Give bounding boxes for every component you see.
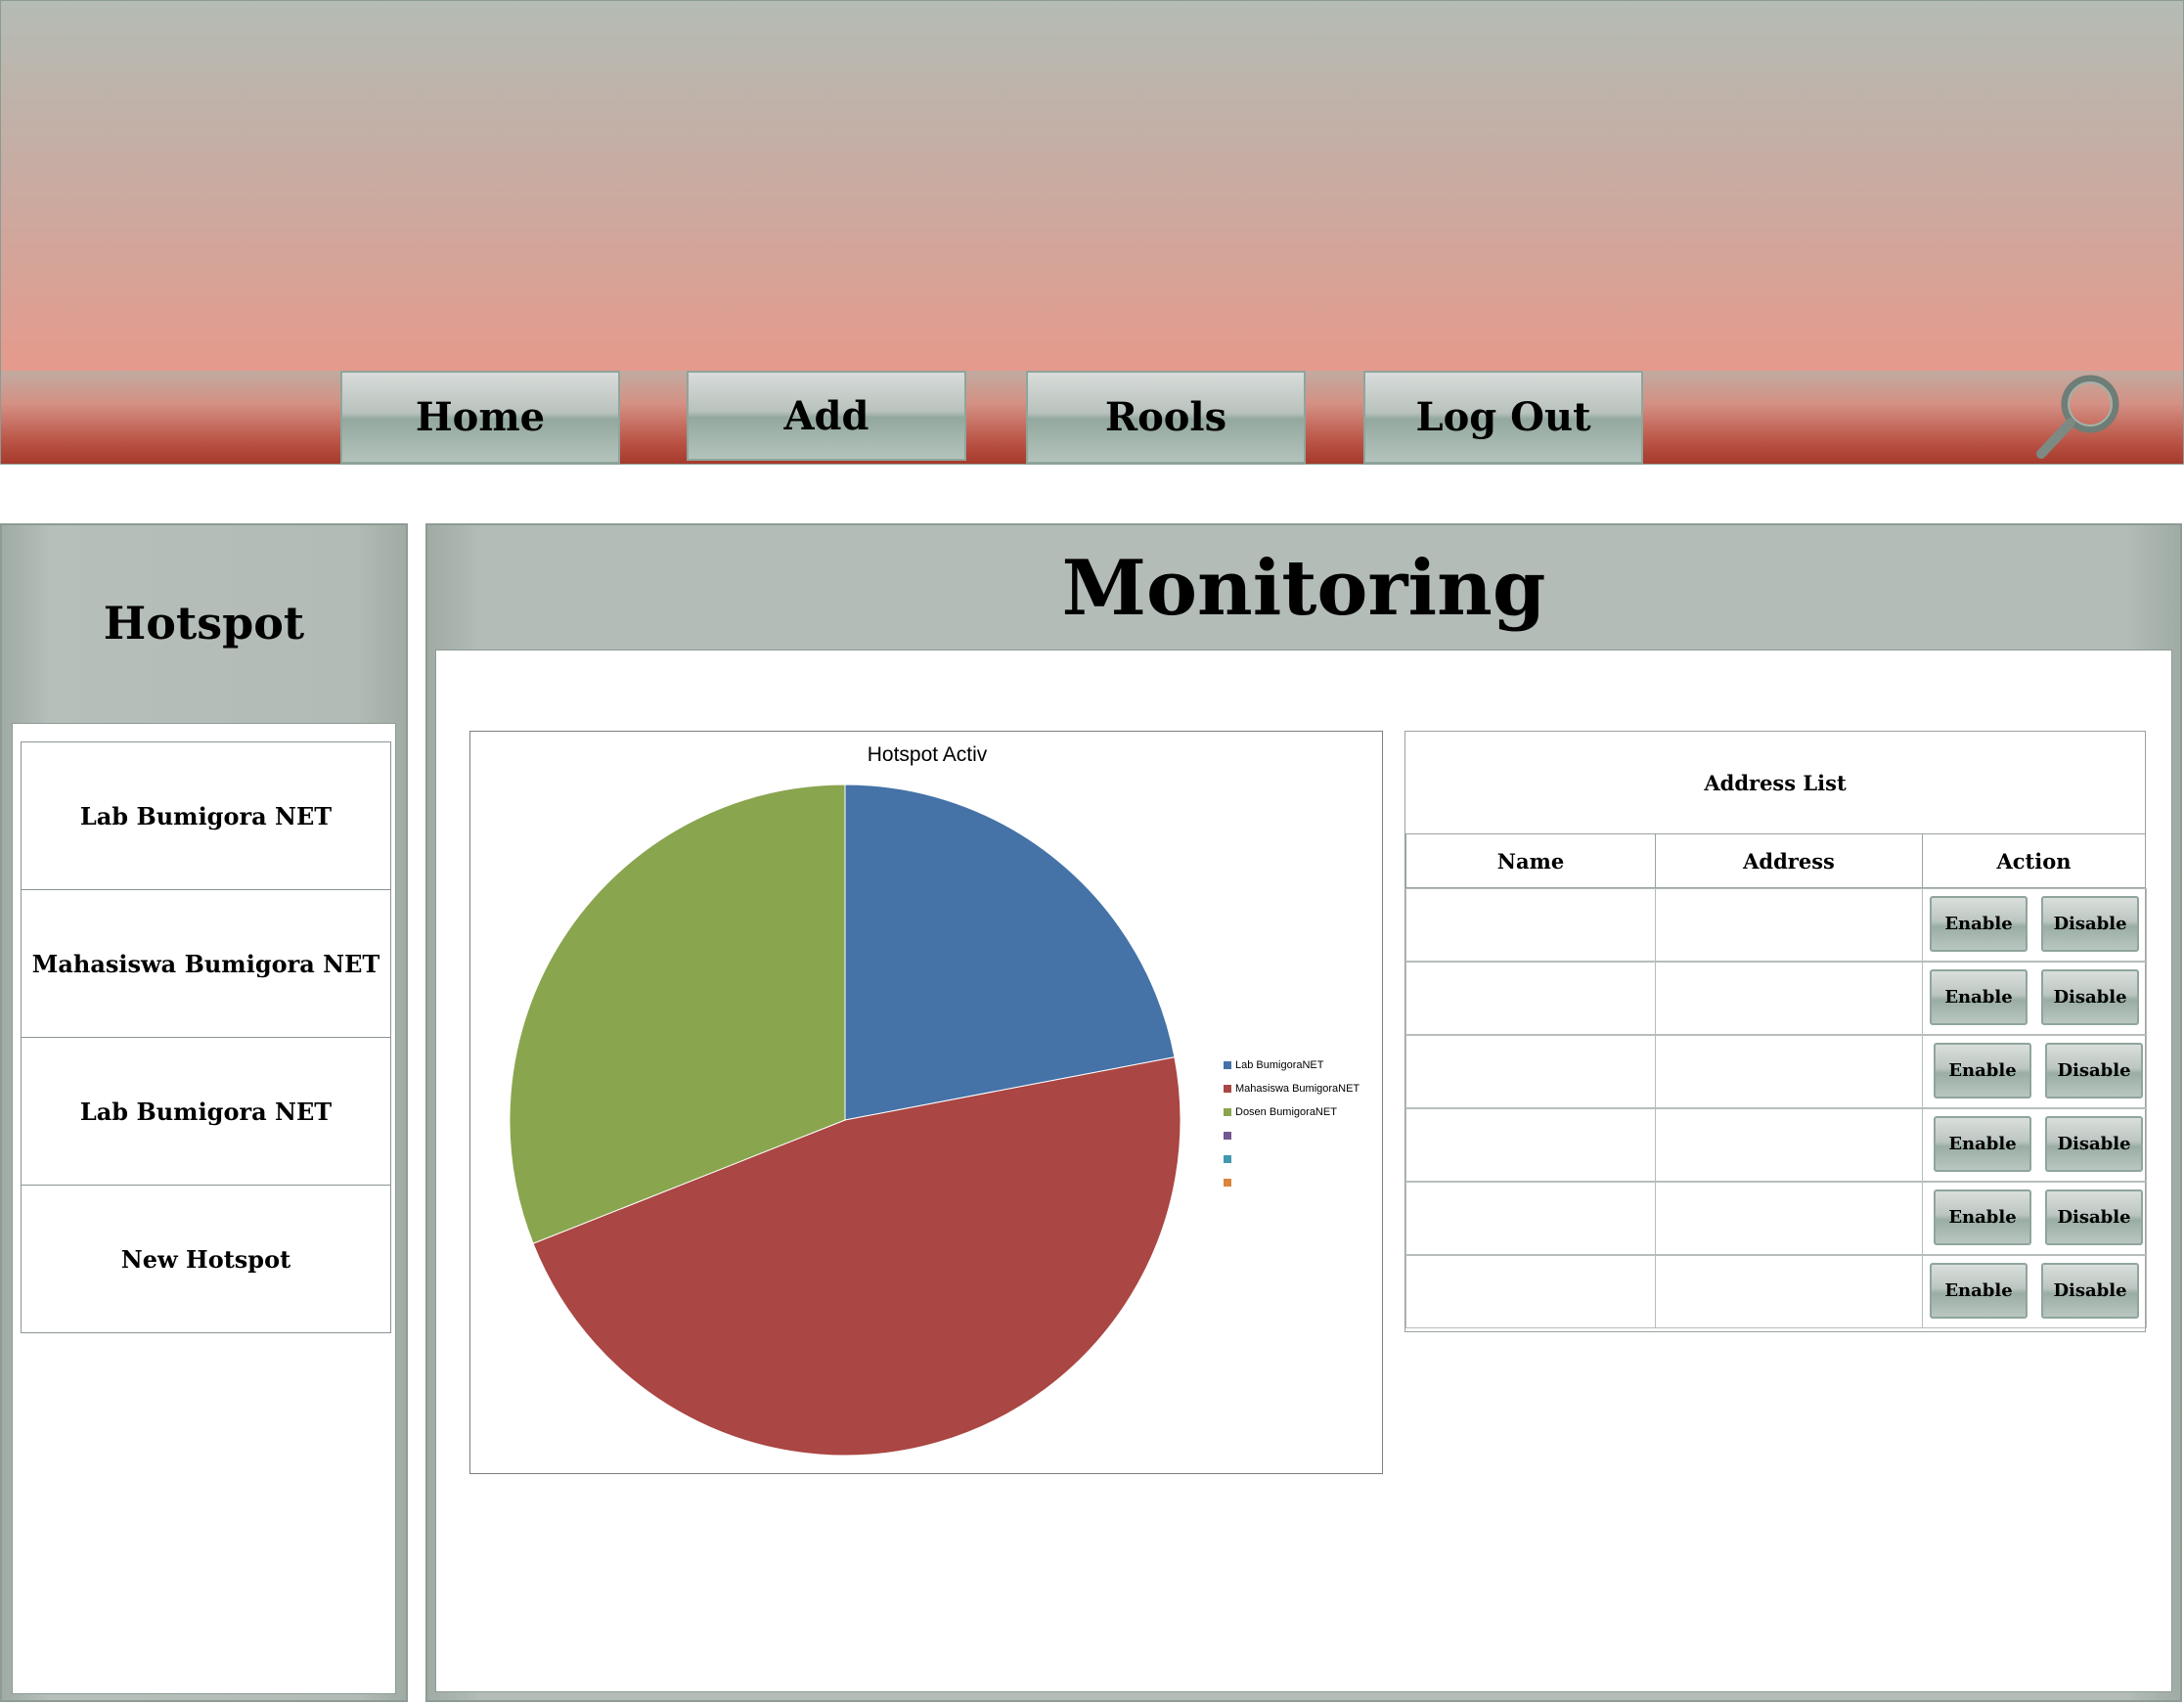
enable-button[interactable]: Enable xyxy=(1934,1043,2031,1099)
sidebar-title: Hotspot xyxy=(103,597,305,650)
new-hotspot-item[interactable]: New Hotspot xyxy=(21,1185,391,1333)
address-cell xyxy=(1655,888,1923,962)
column-header-name: Name xyxy=(1405,833,1656,888)
legend-item: Dosen BumigoraNET xyxy=(1224,1102,1337,1122)
address-cell xyxy=(1655,1182,1923,1255)
address-cell xyxy=(1655,1255,1923,1328)
legend-item: Lab BumigoraNET xyxy=(1224,1055,1324,1075)
table-row: Enable Disable xyxy=(1405,1108,2147,1182)
hotspot-item[interactable]: Lab Bumigora NET xyxy=(21,741,391,890)
address-list-table: Address List Name Address Action Enable D… xyxy=(1404,731,2147,1332)
hotspot-pie-chart: Hotspot Activ Lab BumigoraNET Mahasiswa B… xyxy=(469,731,1383,1474)
nav-home-button[interactable]: Home xyxy=(340,371,620,464)
action-cell xyxy=(1922,1255,2147,1328)
address-list-title: Address List xyxy=(1704,770,1847,795)
hotspot-item[interactable]: Lab Bumigora NET xyxy=(21,1037,391,1186)
action-cell xyxy=(1922,962,2147,1035)
table-row: Enable Disable xyxy=(1405,1182,2147,1255)
disable-button[interactable]: Disable xyxy=(2045,1189,2143,1245)
action-cell xyxy=(1922,888,2147,962)
legend-item xyxy=(1224,1173,1235,1192)
pie-slice-2 xyxy=(532,1056,1181,1457)
enable-button[interactable]: Enable xyxy=(1934,1116,2031,1172)
action-cell xyxy=(1922,1108,2147,1182)
page-title: Monitoring xyxy=(1061,543,1546,633)
nav-logout-button[interactable]: Log Out xyxy=(1363,371,1643,464)
name-cell xyxy=(1405,962,1656,1035)
enable-button[interactable]: Enable xyxy=(1930,896,2028,952)
hotspot-list: Lab Bumigora NET Mahasiswa Bumigora NET … xyxy=(12,723,396,1694)
column-header-action: Action xyxy=(1922,833,2146,888)
pie-chart-canvas xyxy=(509,784,1181,1457)
legend-swatch xyxy=(1224,1179,1231,1187)
legend-item xyxy=(1224,1149,1235,1169)
disable-button[interactable]: Disable xyxy=(2041,896,2139,952)
legend-label: Lab BumigoraNET xyxy=(1235,1059,1324,1071)
action-cell xyxy=(1922,1182,2147,1255)
legend-swatch xyxy=(1224,1085,1231,1093)
name-cell xyxy=(1405,888,1656,962)
table-row: Enable Disable xyxy=(1405,1255,2147,1328)
enable-button[interactable]: Enable xyxy=(1930,1263,2028,1319)
legend-label: Dosen BumigoraNET xyxy=(1235,1106,1337,1118)
address-cell xyxy=(1655,1108,1923,1182)
sidebar: Hotspot Lab Bumigora NET Mahasiswa Bumig… xyxy=(0,523,408,1702)
address-cell xyxy=(1655,1035,1923,1108)
legend-swatch xyxy=(1224,1132,1231,1140)
chart-title: Hotspot Activ xyxy=(867,743,988,766)
name-cell xyxy=(1405,1108,1656,1182)
name-cell xyxy=(1405,1035,1656,1108)
disable-button[interactable]: Disable xyxy=(2045,1043,2143,1099)
legend-swatch xyxy=(1224,1108,1231,1116)
disable-button[interactable]: Disable xyxy=(2045,1116,2143,1172)
name-cell xyxy=(1405,1182,1656,1255)
table-row: Enable Disable xyxy=(1405,1035,2147,1108)
hotspot-item[interactable]: Mahasiswa Bumigora NET xyxy=(21,889,391,1038)
enable-button[interactable]: Enable xyxy=(1934,1189,2031,1245)
disable-button[interactable]: Disable xyxy=(2041,969,2139,1025)
nav-add-button[interactable]: Add xyxy=(687,371,966,461)
legend-label: Mahasiswa BumigoraNET xyxy=(1235,1083,1360,1095)
legend-item xyxy=(1224,1126,1235,1145)
search-icon[interactable] xyxy=(2029,368,2127,466)
disable-button[interactable]: Disable xyxy=(2041,1263,2139,1319)
table-row: Enable Disable xyxy=(1405,888,2147,962)
nav-bar: Home Add Rools Log Out xyxy=(0,371,2184,465)
header-banner xyxy=(0,0,2184,372)
enable-button[interactable]: Enable xyxy=(1930,969,2028,1025)
address-cell xyxy=(1655,962,1923,1035)
name-cell xyxy=(1405,1255,1656,1328)
pie-slice-1 xyxy=(844,784,1176,1121)
legend-swatch xyxy=(1224,1061,1231,1069)
table-row: Enable Disable xyxy=(1405,962,2147,1035)
legend-item: Mahasiswa BumigoraNET xyxy=(1224,1079,1359,1099)
action-cell xyxy=(1922,1035,2147,1108)
pie-slice-3 xyxy=(509,784,846,1244)
nav-rools-button[interactable]: Rools xyxy=(1026,371,1306,464)
legend-swatch xyxy=(1224,1155,1231,1163)
column-header-address: Address xyxy=(1655,833,1923,888)
